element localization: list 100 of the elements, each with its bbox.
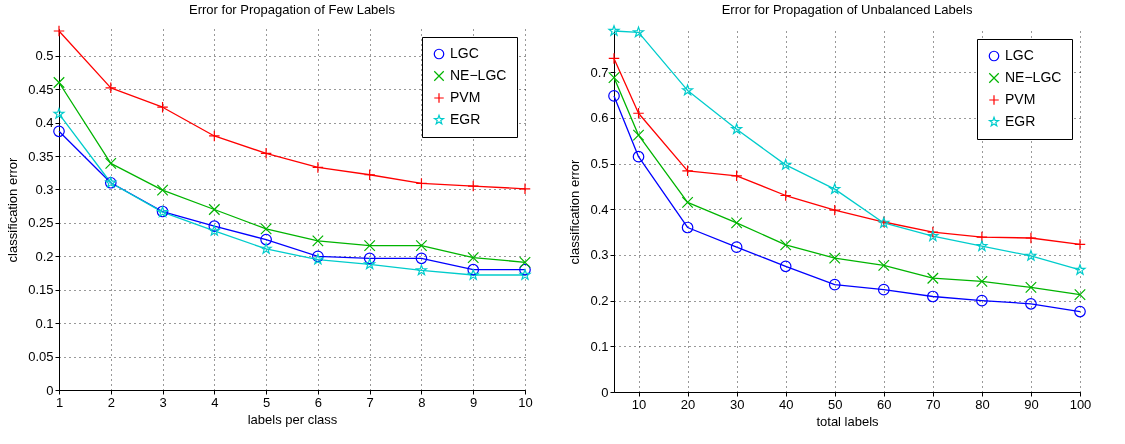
point	[877, 259, 890, 272]
x-tick-label: 100	[1069, 396, 1092, 412]
point	[608, 90, 620, 102]
point	[779, 260, 792, 273]
point	[730, 170, 743, 182]
y-tick-label: 0.5	[590, 156, 609, 172]
point	[779, 239, 792, 251]
point	[681, 164, 694, 177]
point	[632, 26, 645, 38]
point	[976, 240, 988, 252]
point	[779, 189, 792, 202]
x-tick-label: 9	[470, 394, 478, 410]
point	[156, 184, 169, 196]
point	[608, 52, 620, 65]
y-tick-label: 0.4	[590, 201, 609, 217]
point	[780, 159, 792, 170]
chart-title: Error for Propagation of Few Labels	[189, 2, 396, 18]
legend-label: EGR	[450, 111, 481, 127]
y-tick-label: 0.3	[35, 181, 54, 197]
point	[519, 269, 531, 280]
point	[53, 108, 65, 119]
x-tick-label: 50	[828, 396, 843, 412]
y-tick-label: 0.35	[28, 148, 54, 164]
point	[829, 183, 841, 194]
point	[632, 150, 645, 163]
x-tick-label: 1	[55, 394, 64, 410]
point	[681, 221, 694, 234]
x-tick-label: 30	[729, 396, 745, 412]
point	[519, 182, 531, 195]
legend-label: NE−LGC	[450, 67, 507, 83]
point	[53, 25, 65, 37]
y-tick-label: 0.4	[35, 115, 54, 131]
x-axis-title: labels per class	[247, 411, 338, 427]
point	[208, 130, 221, 142]
point	[415, 239, 428, 252]
y-tick-label: 0.7	[590, 64, 609, 80]
x-tick-label: 3	[159, 394, 167, 410]
point	[976, 294, 988, 307]
x-tick-label: 90	[1024, 396, 1039, 412]
point	[260, 223, 272, 235]
x-tick-label: 6	[314, 394, 323, 410]
point	[363, 168, 376, 181]
point	[927, 272, 939, 285]
point	[467, 251, 480, 264]
point	[1074, 238, 1086, 251]
point	[608, 25, 620, 36]
point	[312, 161, 324, 174]
point	[415, 264, 428, 276]
point	[363, 252, 376, 265]
point	[1074, 288, 1086, 301]
point	[260, 243, 272, 254]
x-tick-label: 70	[926, 396, 941, 412]
point	[731, 123, 743, 135]
x-tick-label: 10	[631, 396, 647, 412]
point	[1025, 281, 1037, 294]
point	[730, 241, 743, 253]
legend-label: NE−LGC	[1005, 69, 1062, 85]
y-tick-label: 0.1	[35, 315, 54, 331]
y-tick-label: 0.1	[590, 338, 609, 354]
point	[519, 263, 531, 276]
point	[363, 239, 376, 252]
point	[828, 278, 841, 291]
point	[208, 203, 221, 216]
point	[927, 226, 939, 238]
point	[828, 204, 841, 216]
point	[104, 81, 117, 94]
x-tick-label: 60	[877, 396, 892, 412]
legend-label: LGC	[1005, 47, 1034, 63]
y-tick-label: 0.25	[28, 215, 54, 231]
x-tick-label: 8	[418, 394, 426, 410]
point	[415, 177, 428, 190]
point	[681, 84, 694, 96]
y-tick-label: 0.3	[590, 247, 609, 263]
y-tick-label: 0	[46, 382, 54, 398]
point	[208, 225, 220, 236]
x-tick-label: 4	[211, 394, 219, 410]
x-axis-title: total labels	[816, 413, 880, 429]
y-tick-label: 0.05	[28, 349, 54, 365]
point	[53, 76, 65, 89]
point	[312, 235, 324, 247]
point	[681, 196, 694, 209]
point	[53, 125, 65, 138]
point	[364, 258, 376, 270]
x-tick-label: 7	[366, 394, 374, 410]
point	[415, 252, 428, 265]
x-tick-label: 5	[262, 394, 271, 410]
y-tick-label: 0.15	[28, 282, 54, 298]
point	[608, 71, 620, 84]
y-tick-label: 0.45	[28, 81, 54, 97]
point	[927, 290, 939, 303]
x-tick-label: 20	[680, 396, 696, 412]
legend-label: LGC	[450, 45, 479, 61]
point	[467, 180, 480, 192]
y-tick-label: 0.2	[590, 293, 609, 309]
point	[828, 252, 841, 264]
point	[156, 101, 169, 114]
point	[1025, 249, 1037, 261]
point	[730, 217, 743, 229]
point	[927, 230, 939, 242]
point	[632, 129, 645, 142]
